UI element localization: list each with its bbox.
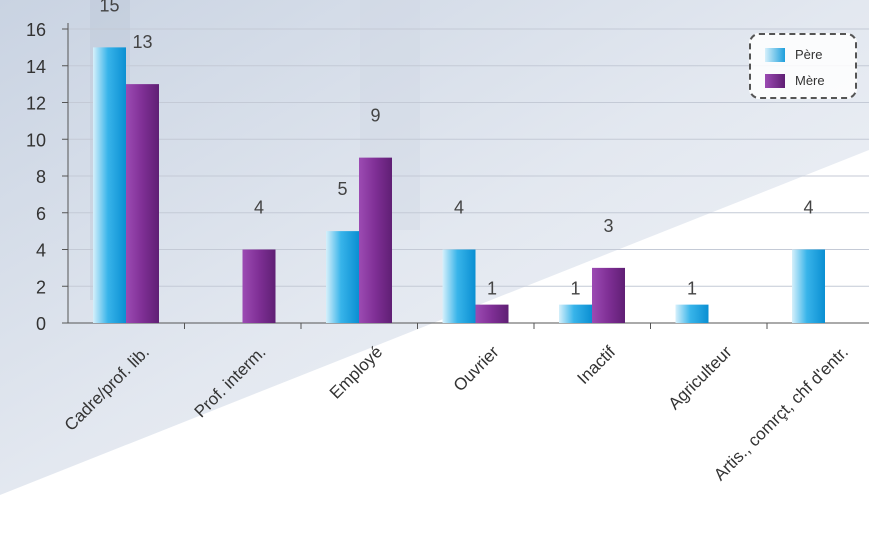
bar-pere [675,304,709,323]
y-tick-label: 2 [36,277,46,297]
data-label-pere: 1 [570,279,580,299]
legend-item-mere: Mère [765,73,825,88]
bar-mere [242,249,276,323]
y-tick-label: 14 [26,57,46,77]
data-label-mere: 3 [603,216,613,236]
data-label-pere: 15 [99,0,119,15]
data-label-pere: 1 [687,279,697,299]
y-tick-label: 16 [26,20,46,40]
data-label-mere: 9 [370,106,380,126]
y-tick-label: 6 [36,204,46,224]
y-tick-label: 4 [36,241,46,261]
background-photo [0,0,869,495]
y-tick-label: 10 [26,130,46,150]
bar-mere [475,304,509,323]
data-label-mere: 1 [487,279,497,299]
legend-label-pere: Père [795,47,823,62]
y-tick-label: 0 [36,314,46,334]
bar-pere [559,304,592,323]
gridlines [68,28,869,287]
bar-mere [359,157,392,323]
data-label-pere: 4 [803,198,813,218]
bars [93,47,825,323]
data-label-mere: 13 [132,32,152,52]
x-tick-label: Artis., comrçt, chf d'entr. [710,342,852,484]
y-tick-label: 12 [26,94,46,114]
bar-pere [792,249,825,323]
data-label-pere: 5 [337,179,347,199]
legend-swatch-mere [765,73,785,88]
data-label-pere: 4 [454,198,464,218]
legend: Père Mère [749,33,857,99]
bar-mere [126,84,159,323]
data-label-mere: 4 [254,198,264,218]
legend-item-pere: Père [765,47,822,62]
bar-pere [326,231,359,323]
legend-label-mere: Mère [795,73,825,88]
bar-pere [93,47,126,323]
bar-mere [592,267,625,323]
bar-pere [442,249,476,323]
x-tick-label: Ouvrier [450,342,503,395]
y-tick-label: 8 [36,167,46,187]
x-tick-label: Inactif [574,342,620,388]
legend-swatch-pere [765,47,785,62]
x-tick-label: Agriculteur [665,342,736,413]
